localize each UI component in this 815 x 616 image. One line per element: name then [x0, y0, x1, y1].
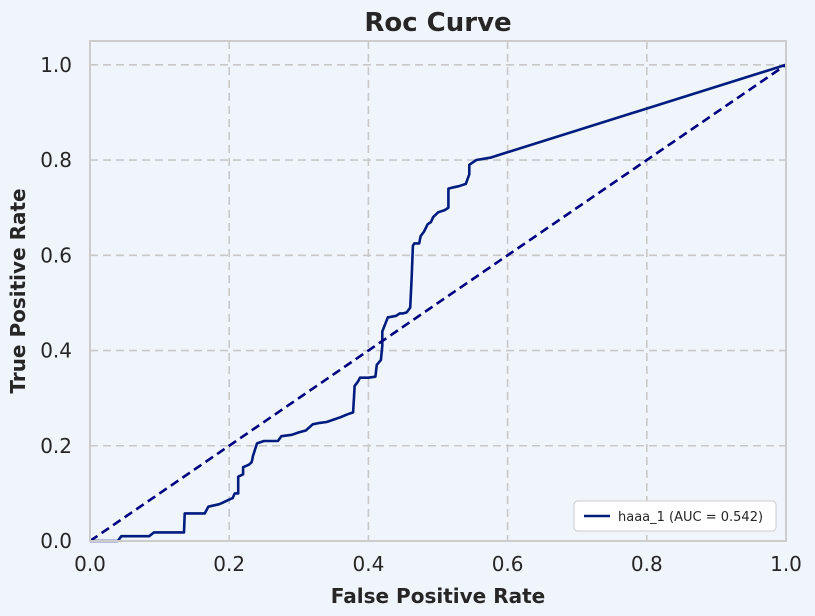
chart-title: Roc Curve: [364, 8, 511, 38]
tick-labels: 0.0 0.2 0.4 0.6 0.8 1.0 0.0 0.2 0.4 0.6 0.8 1.0: [40, 53, 802, 576]
grid-lines: [89, 41, 787, 542]
x-tick-label: 0.6: [492, 552, 524, 576]
y-axis-title: True Positive Rate: [6, 188, 30, 393]
x-tick-label: 1.0: [770, 552, 802, 576]
legend-label: haaa_1 (AUC = 0.542): [618, 510, 763, 525]
y-tick-label: 0.4: [40, 339, 72, 363]
x-tick-label: 0.0: [74, 552, 106, 576]
x-tick-label: 0.2: [213, 552, 245, 576]
plot-frame: [89, 40, 787, 542]
legend-box: [573, 500, 777, 532]
y-tick-label: 0.2: [40, 434, 72, 458]
x-axis-title: False Positive Rate: [331, 584, 545, 608]
y-tick-label: 0.0: [40, 529, 72, 553]
roc-series-line: [90, 63, 787, 543]
y-tick-label: 1.0: [40, 53, 72, 77]
y-tick-label: 0.6: [40, 243, 72, 267]
plot-area: [89, 63, 787, 543]
chance-diagonal-line: [89, 63, 787, 543]
legend: haaa_1 (AUC = 0.542): [573, 500, 777, 532]
x-tick-label: 0.4: [352, 552, 384, 576]
x-tick-label: 0.8: [631, 552, 663, 576]
y-tick-label: 0.8: [40, 148, 72, 172]
